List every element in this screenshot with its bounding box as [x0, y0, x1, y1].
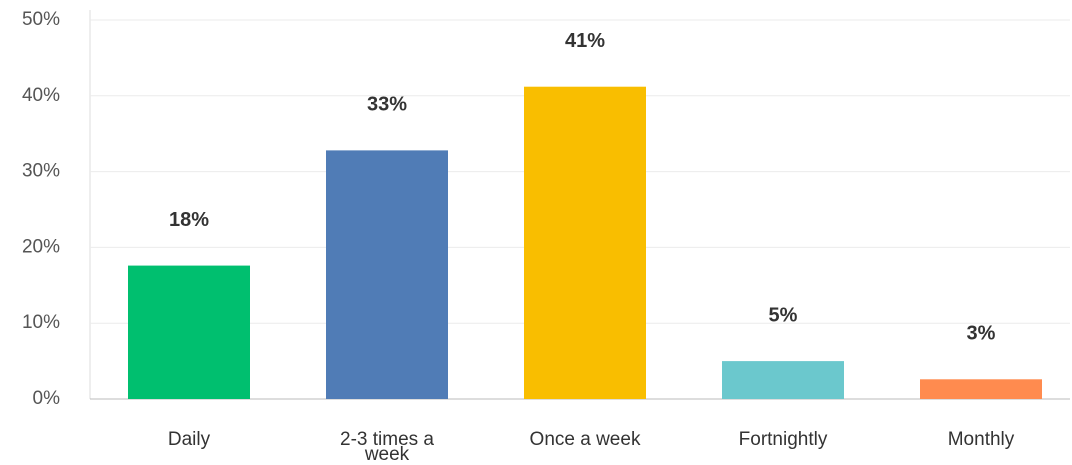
value-label: 5% [769, 304, 798, 326]
x-tick-label: Daily [167, 429, 211, 450]
y-tick-label: 50% [22, 9, 60, 30]
value-label: 33% [367, 94, 407, 116]
bar [920, 379, 1042, 399]
bar [326, 150, 448, 399]
y-tick-label: 10% [22, 312, 60, 333]
x-tick-label: Monthly [947, 429, 1015, 450]
value-label: 3% [967, 323, 996, 345]
x-tick-label: 2-3 times a week [340, 429, 434, 465]
bar [524, 86, 646, 399]
value-label: 18% [169, 209, 209, 231]
y-tick-label: 30% [22, 161, 60, 182]
x-tick-label: Fortnightly [738, 429, 828, 450]
value-label: 41% [565, 30, 605, 52]
y-tick-label: 0% [33, 388, 61, 409]
bar [722, 361, 844, 399]
y-tick-label: 40% [22, 85, 60, 106]
y-tick-label: 20% [22, 236, 60, 257]
x-tick-label: Once a week [529, 429, 641, 450]
bar [128, 265, 250, 399]
